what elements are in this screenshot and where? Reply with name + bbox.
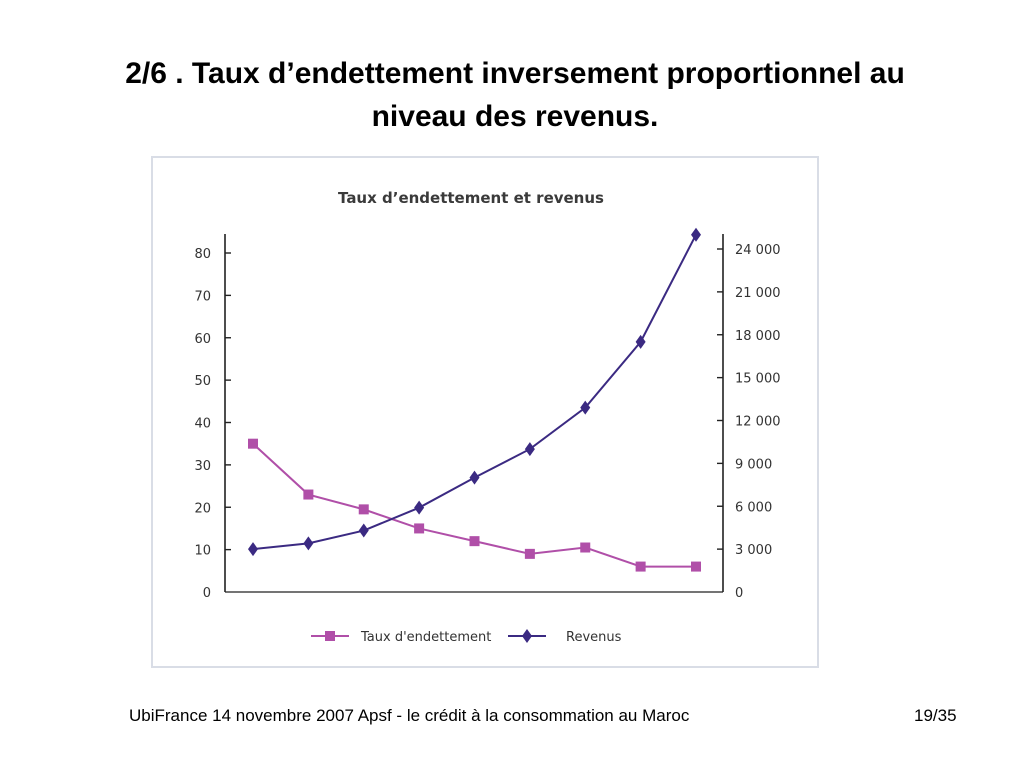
- data-point-taux-d-endettement: [691, 561, 701, 572]
- left-axis-tick-label: 40: [194, 417, 211, 432]
- left-axis-tick-label: 70: [194, 289, 211, 304]
- legend-label-taux-d-endettement: Taux d'endettement: [360, 630, 491, 645]
- data-point-revenus: [303, 536, 314, 551]
- left-axis-tick-label: 30: [194, 459, 211, 474]
- right-axis-tick-label: 18 000: [735, 329, 781, 344]
- right-axis-tick-label: 9 000: [735, 457, 772, 472]
- data-point-taux-d-endettement: [358, 504, 369, 515]
- series-line-revenus: [252, 234, 697, 551]
- right-axis-tick-label: 21 000: [735, 286, 781, 301]
- axes: 0 10 20 30 40 50 60 70 80 0 3 000 6 000 9 000 12 000 1…: [194, 234, 781, 601]
- legend: Taux d'endettement Revenus: [311, 629, 622, 645]
- left-axis-tick-label: 10: [194, 544, 211, 559]
- data-point-revenus: [358, 523, 369, 538]
- data-point-revenus: [524, 442, 535, 457]
- left-axis-tick-label: 20: [194, 501, 211, 516]
- data-point-revenus: [248, 542, 258, 557]
- legend-label-revenus: Revenus: [566, 630, 622, 645]
- data-point-taux-d-endettement: [248, 438, 258, 449]
- data-point-taux-d-endettement: [414, 523, 425, 534]
- left-axis-tick-label: 50: [194, 374, 211, 389]
- right-axis-tick-label: 12 000: [735, 415, 781, 430]
- data-point-revenus: [414, 500, 425, 515]
- right-axis-tick-label: 15 000: [735, 372, 781, 387]
- chart: Taux d’endettement et revenus 0 10 20 30 40 5…: [194, 189, 781, 645]
- chart-frame: Taux d’endettement et revenus 0 10 20 30 40 5…: [151, 156, 819, 668]
- slide-title-line-2: niveau des revenus.: [371, 100, 659, 133]
- data-point-revenus: [580, 400, 591, 415]
- left-axis-tick-label: 60: [194, 332, 211, 347]
- data-point-revenus: [469, 470, 480, 485]
- right-axis-tick-label: 3 000: [735, 543, 772, 558]
- right-axis-tick-label: 6 000: [735, 500, 772, 515]
- series-line-taux-d-endettement: [252, 442, 696, 568]
- legend-marker-taux-d-endettement: [325, 631, 335, 641]
- left-axis-tick-label: 0: [203, 586, 211, 601]
- series-layer: [248, 227, 701, 572]
- data-point-taux-d-endettement: [580, 542, 591, 553]
- slide-title-line-1: 2/6 . Taux d’endettement inversement pro…: [125, 57, 905, 90]
- footer-page-number: 19/35: [914, 706, 957, 725]
- data-point-revenus: [635, 334, 646, 349]
- footer-text: UbiFrance 14 novembre 2007 Apsf - le cré…: [129, 706, 690, 725]
- slide-title: 2/6 . Taux d’endettement inversement pro…: [40, 52, 990, 138]
- data-point-revenus: [691, 227, 701, 242]
- data-point-taux-d-endettement: [303, 489, 314, 500]
- right-axis-tick-label: 24 000: [735, 243, 781, 258]
- data-point-taux-d-endettement: [469, 536, 480, 547]
- right-axis-tick-label: 0: [735, 586, 743, 601]
- data-point-taux-d-endettement: [635, 561, 646, 572]
- chart-title: Taux d’endettement et revenus: [338, 189, 604, 207]
- data-point-taux-d-endettement: [524, 548, 535, 559]
- left-axis-tick-label: 80: [194, 247, 211, 262]
- legend-marker-revenus: [522, 629, 532, 643]
